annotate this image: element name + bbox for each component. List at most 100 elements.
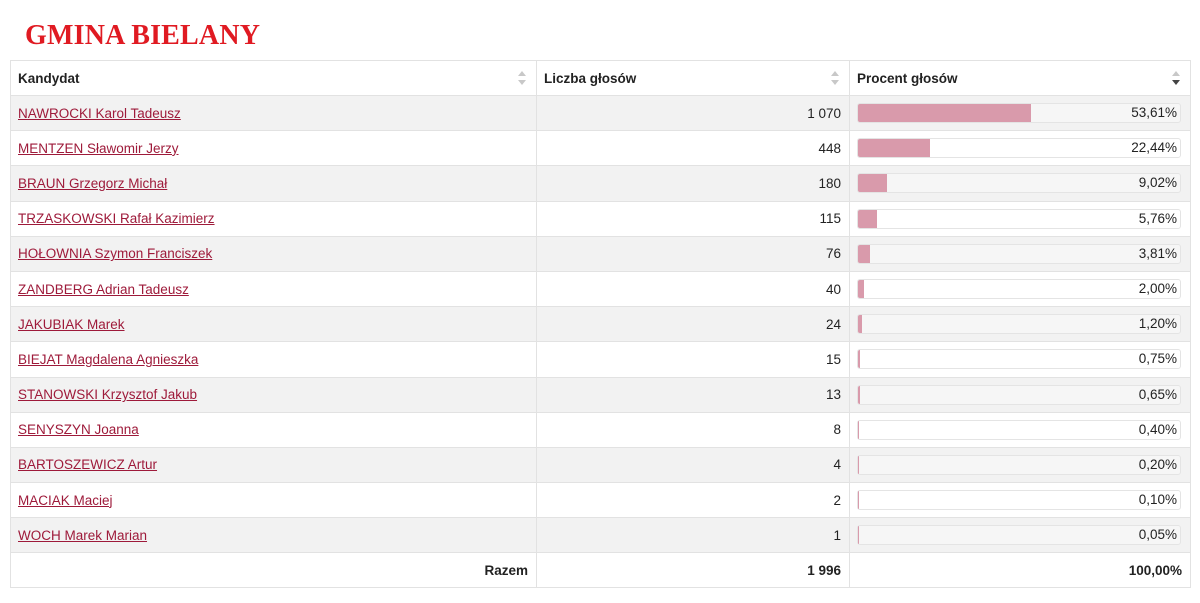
candidate-cell: BARTOSZEWICZ Artur (10, 446, 537, 484)
table-row: ZANDBERG Adrian Tadeusz 40 2,00% (10, 270, 1191, 308)
percent-bar: 22,44% (857, 138, 1181, 159)
sort-icon[interactable] (518, 71, 526, 85)
candidate-link[interactable]: WOCH Marek Marian (18, 527, 148, 543)
column-header-candidate-label: Kandydat (18, 70, 80, 86)
percent-cell: 0,75% (849, 341, 1191, 378)
candidate-link[interactable]: BIEJAT Magdalena Agnieszka (18, 351, 199, 367)
candidate-cell: TRZASKOWSKI Rafał Kazimierz (10, 200, 537, 237)
percent-label: 0,05% (1138, 527, 1177, 543)
percent-cell: 22,44% (849, 130, 1191, 167)
percent-label: 0,10% (1138, 492, 1177, 508)
candidate-cell: JAKUBIAK Marek (10, 306, 537, 343)
percent-label: 22,44% (1131, 140, 1177, 156)
table-row: SENYSZYN Joanna 8 0,40% (10, 411, 1191, 448)
percent-bar: 0,65% (857, 384, 1181, 405)
candidate-link[interactable]: SENYSZYN Joanna (18, 422, 139, 438)
header-row: Kandydat Liczba głosów Procent głosów (10, 60, 1191, 96)
candidate-link[interactable]: ZANDBERG Adrian Tadeusz (18, 281, 189, 297)
column-header-percent[interactable]: Procent głosów (849, 60, 1191, 96)
percent-bar-fill (858, 209, 877, 228)
candidate-link[interactable]: BRAUN Grzegorz Michał (18, 175, 168, 191)
column-header-votes-label: Liczba głosów (544, 70, 637, 86)
column-header-candidate[interactable]: Kandydat (10, 60, 537, 96)
percent-bar: 1,20% (857, 314, 1181, 335)
percent-cell: 1,20% (849, 306, 1191, 343)
votes-cell: 13 (536, 376, 850, 413)
percent-cell: 0,40% (849, 411, 1191, 448)
percent-bar: 3,81% (857, 243, 1181, 264)
percent-cell: 9,02% (849, 165, 1191, 202)
percent-bar-fill (858, 455, 859, 474)
percent-bar-fill (858, 350, 861, 369)
candidate-cell: BIEJAT Magdalena Agnieszka (10, 341, 537, 378)
candidate-link[interactable]: MACIAK Maciej (18, 492, 113, 508)
table-row: BARTOSZEWICZ Artur 4 0,20% (10, 446, 1191, 484)
percent-bar-fill (858, 244, 871, 263)
votes-cell: 1 070 (536, 94, 850, 132)
percent-label: 0,65% (1138, 386, 1177, 402)
candidate-link[interactable]: JAKUBIAK Marek (18, 316, 125, 332)
candidate-cell: STANOWSKI Krzysztof Jakub (10, 376, 537, 413)
percent-bar-fill (858, 420, 860, 439)
table-row: WOCH Marek Marian 1 0,05% (10, 517, 1191, 554)
votes-cell: 2 (536, 482, 850, 519)
percent-label: 2,00% (1138, 281, 1177, 297)
percent-bar: 5,76% (857, 208, 1181, 229)
percent-cell: 0,10% (849, 482, 1191, 519)
percent-bar: 2,00% (857, 279, 1181, 300)
percent-bar-fill (858, 104, 1031, 123)
percent-bar: 0,10% (857, 490, 1181, 511)
candidate-cell: HOŁOWNIA Szymon Franciszek (10, 235, 537, 272)
votes-cell: 8 (536, 411, 850, 448)
votes-cell: 115 (536, 200, 850, 237)
candidate-cell: WOCH Marek Marian (10, 517, 537, 554)
candidate-cell: MACIAK Maciej (10, 482, 537, 519)
percent-label: 1,20% (1138, 316, 1177, 332)
table-row: BIEJAT Magdalena Agnieszka 15 0,75% (10, 341, 1191, 378)
percent-bar: 53,61% (857, 103, 1181, 124)
table-row: MACIAK Maciej 2 0,10% (10, 482, 1191, 519)
percent-bar: 0,40% (857, 419, 1181, 440)
percent-cell: 53,61% (849, 94, 1191, 132)
percent-bar: 0,05% (857, 525, 1181, 546)
votes-cell: 180 (536, 165, 850, 202)
percent-bar: 0,20% (857, 454, 1181, 475)
results-table: Kandydat Liczba głosów Procent głosów NA… (10, 60, 1191, 589)
column-header-votes[interactable]: Liczba głosów (536, 60, 850, 96)
percent-cell: 2,00% (849, 270, 1191, 308)
table-row: JAKUBIAK Marek 24 1,20% (10, 306, 1191, 343)
percent-label: 0,40% (1138, 421, 1177, 437)
candidate-link[interactable]: TRZASKOWSKI Rafał Kazimierz (18, 211, 215, 227)
percent-cell: 0,20% (849, 446, 1191, 484)
page-title: GMINA BIELANY (25, 20, 261, 51)
candidate-link[interactable]: BARTOSZEWICZ Artur (18, 457, 158, 473)
candidate-link[interactable]: HOŁOWNIA Szymon Franciszek (18, 246, 213, 262)
sort-icon[interactable] (831, 71, 839, 85)
table-row: TRZASKOWSKI Rafał Kazimierz 115 5,76% (10, 200, 1191, 237)
candidate-link[interactable]: STANOWSKI Krzysztof Jakub (18, 387, 198, 403)
votes-cell: 40 (536, 270, 850, 308)
percent-bar-fill (858, 315, 862, 334)
candidate-cell: BRAUN Grzegorz Michał (10, 165, 537, 202)
percent-label: 3,81% (1138, 245, 1177, 261)
percent-label: 0,75% (1138, 351, 1177, 367)
sort-desc-icon[interactable] (1172, 71, 1180, 85)
percent-bar-fill (858, 174, 888, 193)
candidate-cell: SENYSZYN Joanna (10, 411, 537, 448)
votes-cell: 1 (536, 517, 850, 554)
percent-label: 5,76% (1138, 210, 1177, 226)
table-row: BRAUN Grzegorz Michał 180 9,02% (10, 165, 1191, 202)
votes-cell: 15 (536, 341, 850, 378)
percent-cell: 0,05% (849, 517, 1191, 554)
percent-bar-fill (858, 280, 865, 299)
candidate-cell: ZANDBERG Adrian Tadeusz (10, 270, 537, 308)
votes-cell: 24 (536, 306, 850, 343)
percent-bar: 9,02% (857, 173, 1181, 194)
candidate-link[interactable]: MENTZEN Sławomir Jerzy (18, 140, 179, 156)
table-row: HOŁOWNIA Szymon Franciszek 76 3,81% (10, 235, 1191, 272)
percent-cell: 0,65% (849, 376, 1191, 413)
total-votes: 1 996 (536, 552, 850, 589)
votes-cell: 76 (536, 235, 850, 272)
total-row: Razem 1 996 100,00% (10, 552, 1191, 589)
candidate-link[interactable]: NAWROCKI Karol Tadeusz (18, 105, 181, 121)
